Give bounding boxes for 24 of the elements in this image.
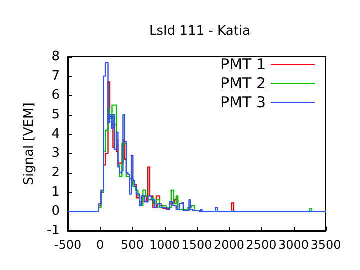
- chart-title: LsId 111 - Katia: [150, 24, 250, 39]
- legend-label: PMT 1: [220, 56, 266, 74]
- legend-label: PMT 3: [220, 94, 266, 112]
- y-axis-title: Signal [VEM]: [22, 102, 38, 186]
- y-tick-label: -1: [47, 224, 60, 238]
- x-tick-label: 0: [96, 238, 104, 252]
- y-tick-label: 7: [52, 68, 60, 84]
- y-tick-label: 2: [52, 166, 60, 180]
- y-tick-label: 5: [52, 108, 60, 122]
- y-tick-label: 3: [52, 146, 60, 162]
- y-tick-label: 8: [52, 50, 60, 64]
- legend-label: PMT 2: [220, 74, 266, 92]
- y-tick-label: 6: [52, 88, 60, 104]
- x-tick-label: 3000: [278, 238, 310, 252]
- x-tick-label: 1500: [182, 238, 212, 252]
- y-tick-label: 1: [52, 184, 60, 200]
- x-tick-label: 2000: [214, 238, 245, 252]
- y-tick-label: 0: [52, 204, 60, 220]
- x-tick-label: 1000: [149, 238, 180, 252]
- y-tick-label: 4: [52, 126, 60, 142]
- x-tick-label: 3500: [310, 238, 342, 252]
- x-tick-label: -500: [54, 238, 82, 252]
- x-tick-label: 2500: [246, 238, 277, 252]
- x-tick-label: 500: [121, 238, 144, 252]
